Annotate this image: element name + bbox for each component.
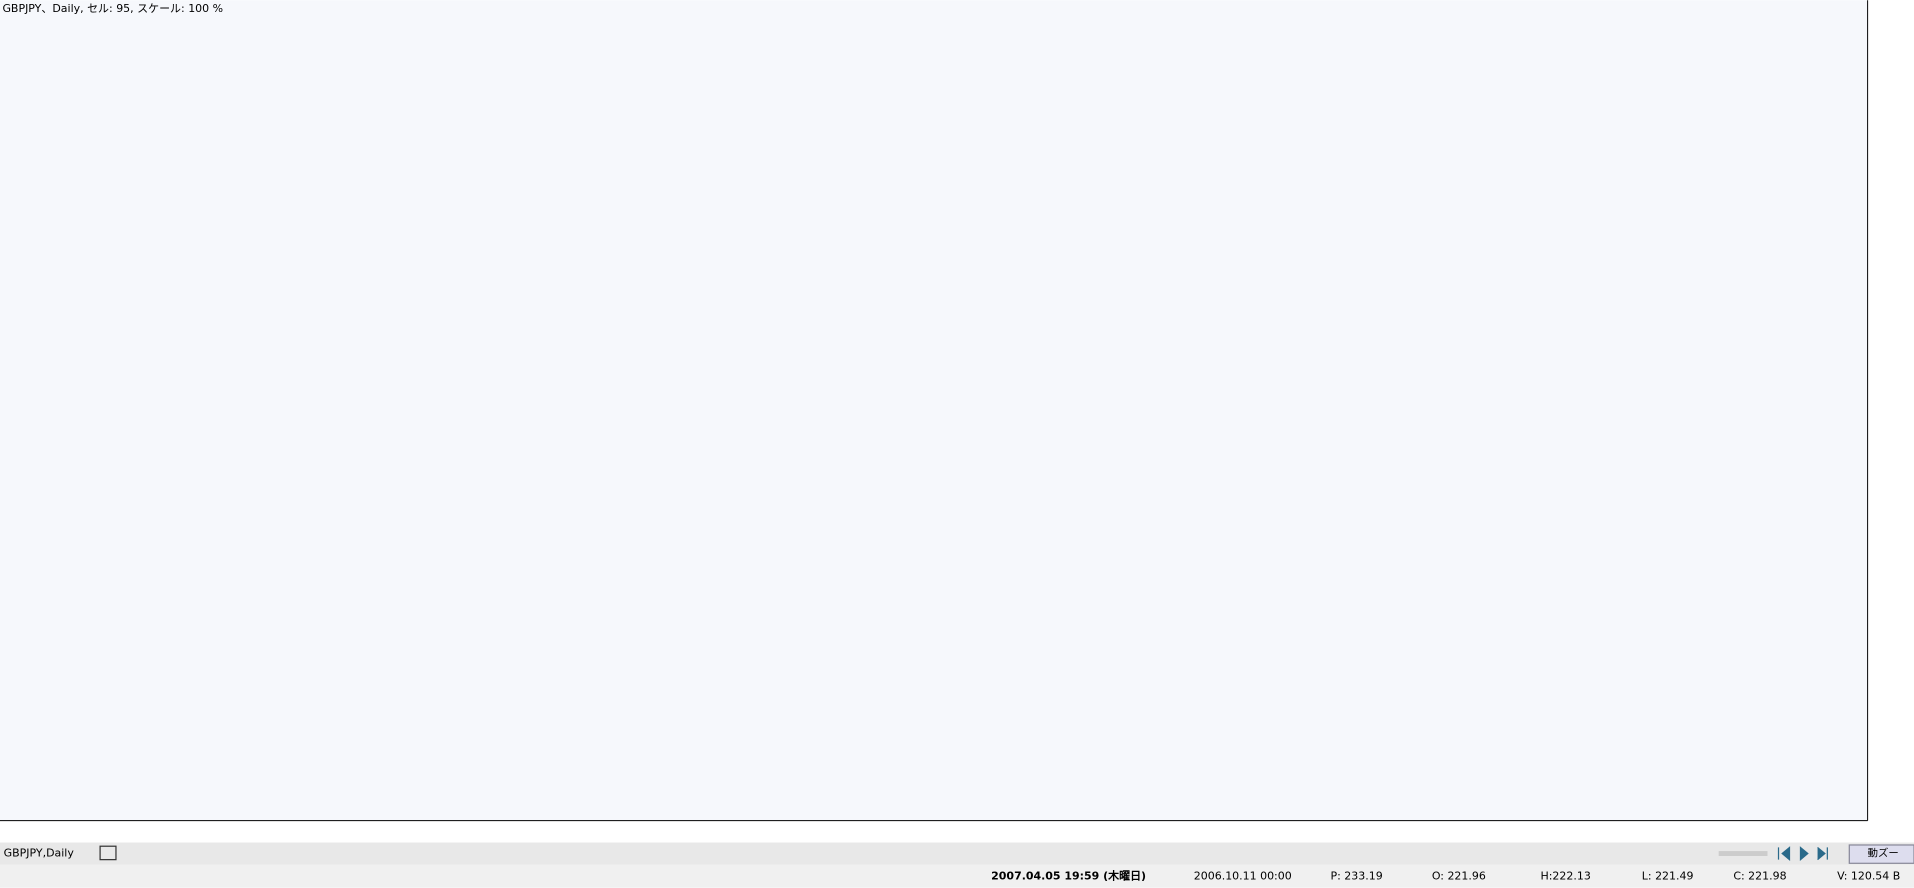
status-close: C: 221.98 bbox=[1733, 870, 1786, 883]
zoom-button-label[interactable]: 動ズー bbox=[1868, 847, 1899, 860]
status-high: H:222.13 bbox=[1540, 870, 1590, 883]
tab-bar bbox=[0, 842, 1914, 865]
chart-title: GBPJPY、Daily, セル: 95, スケール: 100 % bbox=[2, 2, 223, 15]
status-volume: V: 120.54 B bbox=[1837, 870, 1900, 883]
plot-background bbox=[0, 0, 1868, 820]
scrollbar[interactable] bbox=[1718, 851, 1768, 856]
status-time: 2007.04.05 19:59 (木曜日) bbox=[991, 869, 1146, 883]
price-axis bbox=[1867, 0, 1914, 843]
status-open: O: 221.96 bbox=[1432, 870, 1486, 883]
status-bar-time: 2006.10.11 00:00 bbox=[1194, 870, 1292, 883]
status-bar bbox=[0, 864, 1914, 888]
zoom-button[interactable] bbox=[1848, 844, 1914, 864]
status-low: L: 221.49 bbox=[1642, 870, 1694, 883]
chart-tab[interactable]: GBPJPY,Daily bbox=[4, 847, 75, 860]
nav-buttons[interactable] bbox=[1777, 846, 1828, 861]
status-price: P: 233.19 bbox=[1331, 870, 1383, 883]
tab-icon[interactable] bbox=[99, 845, 117, 861]
